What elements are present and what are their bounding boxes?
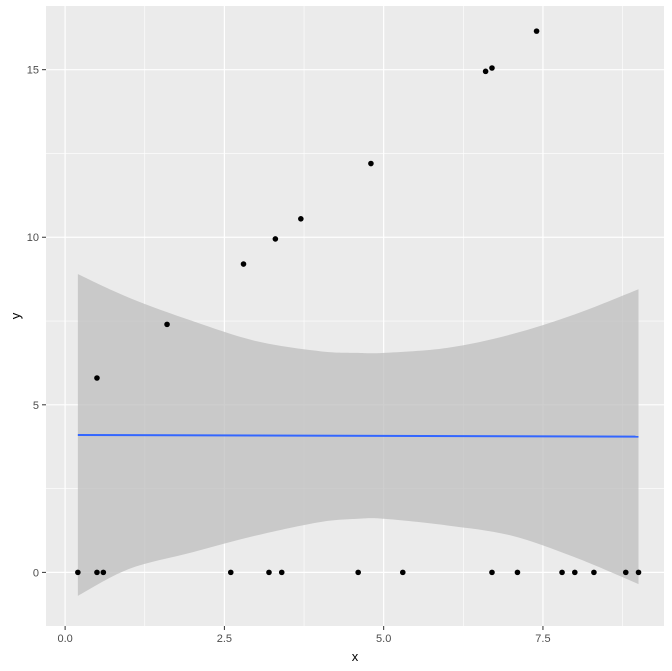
data-point <box>482 68 489 75</box>
y-tick-label: 5 <box>33 400 39 412</box>
data-point <box>514 569 521 576</box>
data-point <box>622 569 629 576</box>
y-tick-label: 0 <box>33 567 39 579</box>
data-point <box>94 375 100 381</box>
x-tick-label: 0.0 <box>57 633 72 645</box>
data-point <box>591 569 597 576</box>
data-point <box>489 569 495 576</box>
x-tick-label: 7.5 <box>535 633 550 645</box>
data-point <box>75 569 81 576</box>
data-points <box>75 28 642 576</box>
data-point <box>164 321 170 328</box>
data-point <box>368 160 374 167</box>
y-axis-title: y <box>8 312 23 319</box>
data-point <box>100 569 107 576</box>
data-point <box>94 569 100 576</box>
data-point <box>227 569 234 576</box>
data-point <box>298 216 304 222</box>
data-point <box>355 569 361 576</box>
data-point <box>533 28 540 34</box>
data-point <box>240 261 247 267</box>
y-tick-label: 10 <box>27 232 39 244</box>
x-axis-ticks: 0.0 2.5 5.0 7.5 <box>57 626 551 645</box>
fit-line <box>77 433 639 438</box>
data-point <box>272 236 279 242</box>
y-axis-ticks: 0 5 10 15 <box>27 65 46 579</box>
data-point <box>399 569 406 576</box>
x-tick-label: 2.5 <box>217 633 232 645</box>
x-tick-label: 5.0 <box>376 633 391 645</box>
y-tick-label: 15 <box>27 65 39 77</box>
data-point <box>266 569 272 576</box>
data-point <box>489 65 495 71</box>
data-point <box>572 569 578 576</box>
data-point <box>559 569 565 576</box>
x-axis-title: x <box>352 649 359 664</box>
data-point <box>635 569 642 576</box>
data-point <box>278 569 285 576</box>
